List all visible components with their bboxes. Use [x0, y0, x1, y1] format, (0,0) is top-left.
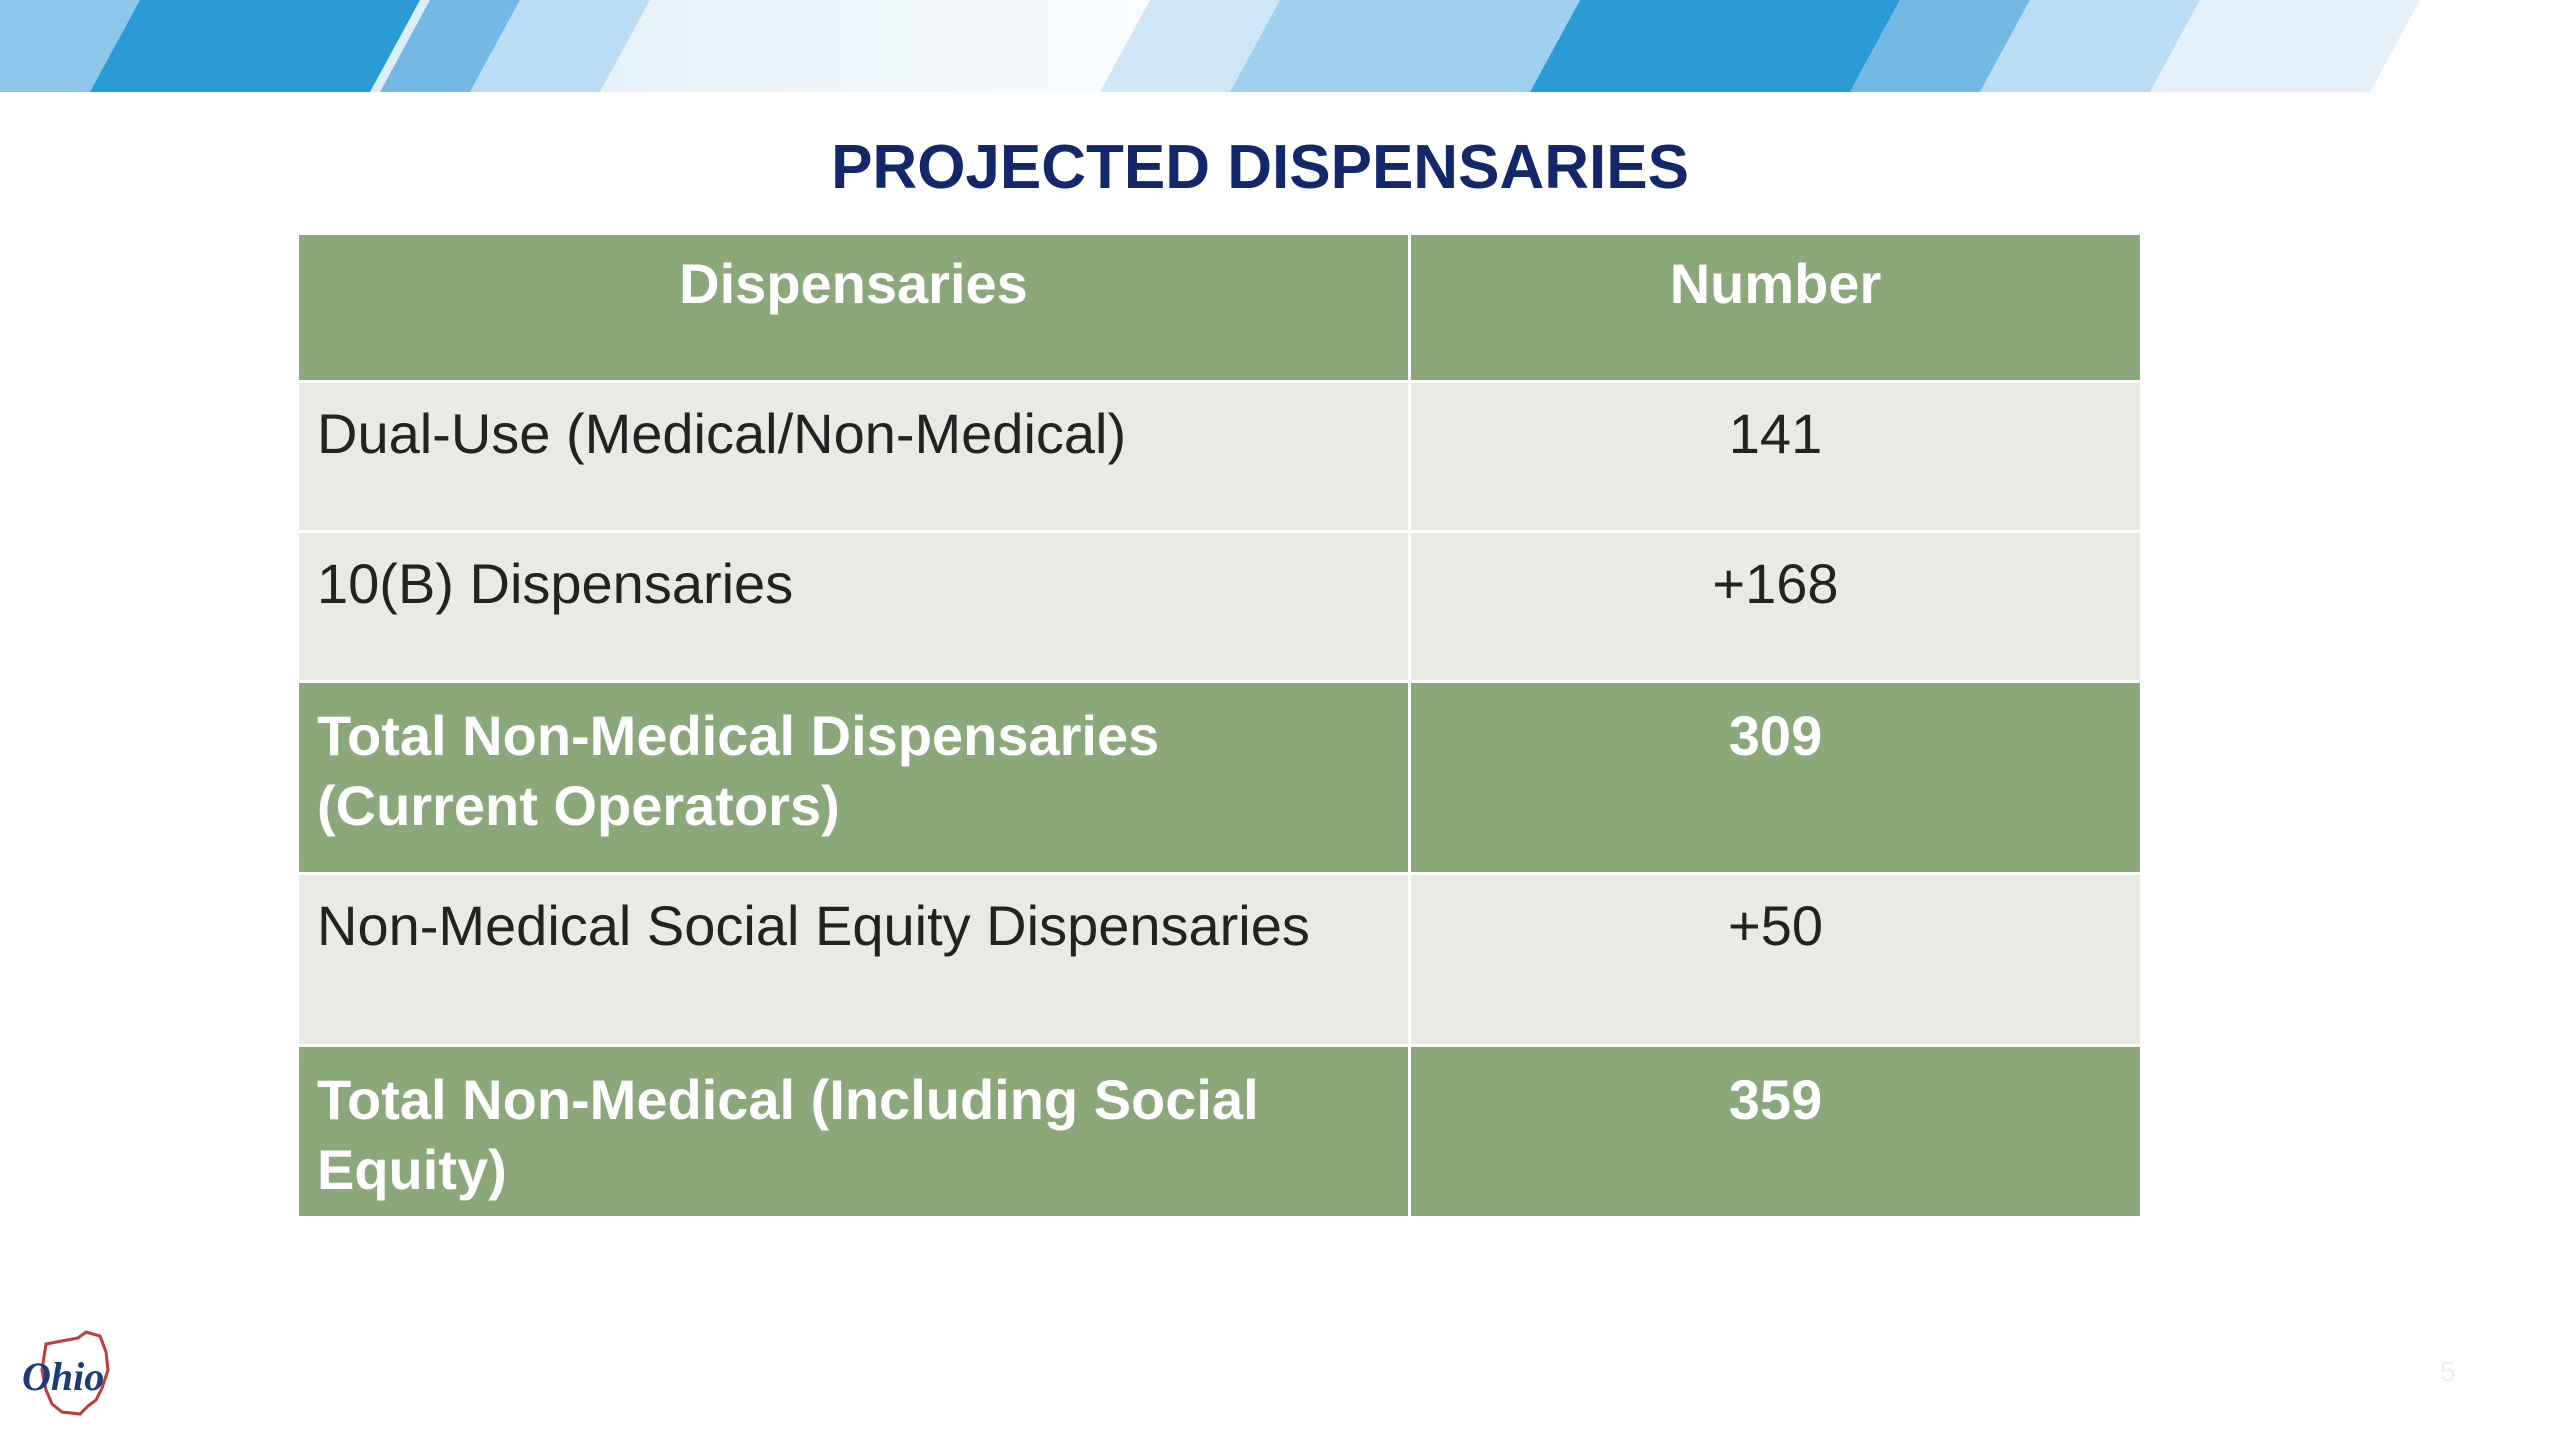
column-header-dispensaries: Dispensaries	[296, 232, 1411, 383]
row-label: Total Non-Medical Dispensaries (Current …	[296, 680, 1411, 875]
row-value: 141	[1408, 380, 2143, 533]
row-value: 359	[1408, 1044, 2143, 1219]
table-row: Dual-Use (Medical/Non-Medical) 141	[296, 380, 2143, 533]
table-header-row: Dispensaries Number	[296, 232, 2143, 383]
row-label-line: Total Non-Medical Dispensaries	[317, 704, 1160, 767]
dispensaries-table: Dispensaries Number Dual-Use (Medical/No…	[296, 232, 2143, 1219]
total-row: Total Non-Medical Dispensaries (Current …	[296, 680, 2143, 875]
page-number: 5	[2440, 1356, 2456, 1387]
row-value: +50	[1408, 872, 2143, 1047]
row-label: Non-Medical Social Equity Dispensaries	[296, 872, 1411, 1047]
row-value: 309	[1408, 680, 2143, 875]
table-row: Non-Medical Social Equity Dispensaries +…	[296, 872, 2143, 1047]
page-title: PROJECTED DISPENSARIES	[831, 133, 1689, 202]
total-row: Total Non-Medical (Including Social Equi…	[296, 1044, 2143, 1219]
table-row: 10(B) Dispensaries +168	[296, 530, 2143, 683]
row-label-line: (Current Operators)	[317, 774, 840, 837]
ohio-logo-icon: Ohio	[22, 1330, 110, 1416]
decorative-banner	[0, 0, 2560, 92]
row-label-line: Equity)	[317, 1138, 507, 1201]
logo-text: Ohio	[22, 1354, 104, 1399]
row-label: Total Non-Medical (Including Social Equi…	[296, 1044, 1411, 1219]
row-value: +168	[1408, 530, 2143, 683]
row-label: Dual-Use (Medical/Non-Medical)	[296, 380, 1411, 533]
row-label: 10(B) Dispensaries	[296, 530, 1411, 683]
row-label-line: Total Non-Medical (Including Social	[317, 1068, 1259, 1131]
column-header-number: Number	[1408, 232, 2143, 383]
